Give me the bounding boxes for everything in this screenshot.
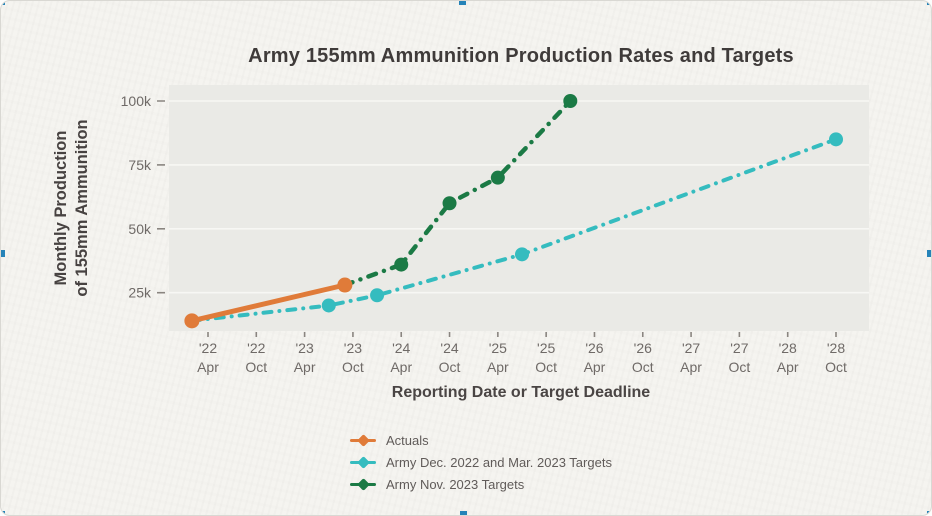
legend-label-dec2022-mar2023-targets: Army Dec. 2022 and Mar. 2023 Targets <box>386 454 612 470</box>
y-tick-label: 50k <box>128 221 152 237</box>
y-tick-label: 25k <box>128 285 152 301</box>
legend-marker-actuals <box>350 433 376 447</box>
legend-marker-nov2023-targets <box>350 477 376 491</box>
data-point <box>184 313 200 329</box>
legend-item-nov2023-targets: Army Nov. 2023 Targets <box>350 473 612 495</box>
data-point <box>490 170 505 185</box>
x-tick-label: '28 Oct <box>825 340 847 375</box>
x-tick-label: '28 Apr <box>777 340 799 375</box>
y-tick-label: 100k <box>121 93 152 109</box>
data-point <box>370 288 385 303</box>
selection-handle-mid-right[interactable] <box>927 250 931 257</box>
legend-item-actuals: Actuals <box>350 429 612 451</box>
x-tick-label: '24 Apr <box>390 340 412 375</box>
data-point <box>394 257 409 272</box>
y-tick-label: 75k <box>128 157 152 173</box>
x-tick-label: '25 Apr <box>487 340 509 375</box>
data-point <box>442 196 457 211</box>
legend-label-nov2023-targets: Army Nov. 2023 Targets <box>386 476 525 492</box>
x-tick-label: '24 Oct <box>439 340 461 375</box>
x-tick-label: '23 Apr <box>294 340 316 375</box>
data-point <box>337 277 353 293</box>
selection-handle-bottom-center[interactable] <box>460 511 467 515</box>
selection-handle-bottom-right[interactable] <box>927 511 931 515</box>
legend-marker-dec2022-mar2023-targets <box>350 455 376 469</box>
x-tick-label: '25 Oct <box>535 340 557 375</box>
x-tick-label: '23 Oct <box>342 340 364 375</box>
plot-panel <box>169 85 869 331</box>
chart-title: Army 155mm Ammunition Production Rates a… <box>248 45 794 67</box>
x-tick-label: '26 Apr <box>584 340 606 375</box>
series-line-2 <box>189 282 348 324</box>
data-point <box>563 94 578 108</box>
series-line-1 <box>342 98 573 288</box>
legend-item-dec2022-mar2023-targets: Army Dec. 2022 and Mar. 2023 Targets <box>350 451 612 473</box>
selection-handle-top-center[interactable] <box>459 1 466 5</box>
x-tick-label: '22 Apr <box>197 340 219 375</box>
x-tick-label: '26 Oct <box>632 340 654 375</box>
selection-handle-bottom-left[interactable] <box>1 511 5 515</box>
x-tick-label: '22 Oct <box>245 340 267 375</box>
legend: Actuals Army Dec. 2022 and Mar. 2023 Tar… <box>350 429 612 495</box>
data-point <box>321 298 336 313</box>
x-tick-label: '27 Apr <box>680 340 702 375</box>
legend-label-actuals: Actuals <box>386 432 429 448</box>
selection-handle-top-left[interactable] <box>1 1 5 5</box>
x-tick-label: '27 Oct <box>728 340 750 375</box>
series-line-0 <box>189 137 838 323</box>
x-axis-title: Reporting Date or Target Deadline <box>391 384 651 401</box>
selection-handle-top-right[interactable] <box>927 1 931 5</box>
selection-handle-mid-left[interactable] <box>1 250 5 257</box>
data-point <box>515 247 529 262</box>
data-point <box>829 132 843 147</box>
